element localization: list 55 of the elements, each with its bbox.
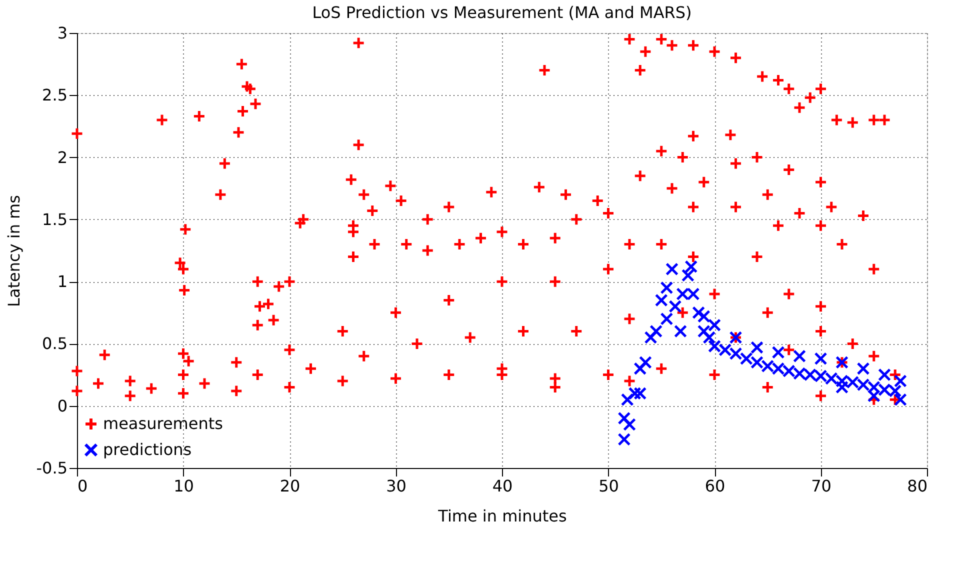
- legend-label: measurements: [103, 414, 223, 433]
- point: [697, 310, 710, 323]
- point: [836, 380, 848, 394]
- point: [702, 331, 716, 344]
- y-tick-label: 1.5: [42, 210, 68, 229]
- point: [856, 362, 870, 376]
- chart-title: LoS Prediction vs Measurement (MA and MARS): [312, 3, 692, 22]
- x-tick-label: 20: [280, 476, 300, 496]
- x-tick-label: 80: [907, 476, 928, 496]
- point: [668, 300, 682, 313]
- point: [660, 312, 674, 326]
- x-tick-label: 0: [78, 476, 88, 496]
- point: [708, 318, 721, 332]
- point: [692, 306, 706, 320]
- x-tick-label: 60: [704, 476, 726, 496]
- point: [634, 362, 647, 376]
- point: [674, 324, 687, 338]
- point: [878, 368, 891, 382]
- point: [634, 386, 647, 400]
- y-tick-label: 1: [57, 272, 68, 292]
- legend-label: predictions: [103, 440, 192, 459]
- x-tick-label: 70: [811, 476, 832, 496]
- x-tick-label: 50: [598, 476, 619, 496]
- point: [681, 268, 694, 282]
- point: [684, 260, 698, 274]
- y-tick-label: 3: [57, 24, 68, 42]
- point: [793, 350, 806, 363]
- point: [894, 374, 907, 388]
- y-tick-label: 0: [57, 396, 68, 416]
- point: [628, 386, 642, 400]
- x-tick-label: 40: [492, 476, 513, 496]
- point: [666, 262, 678, 276]
- point: [814, 352, 828, 366]
- point: [650, 324, 663, 338]
- point: [644, 331, 658, 344]
- y-tick-label: 2.5: [42, 86, 68, 105]
- point: [618, 412, 631, 425]
- x-axis-title: Time in minutes: [437, 506, 567, 526]
- y-tick-label: -0.5: [36, 458, 68, 478]
- x-tick-label: 30: [386, 476, 406, 496]
- point: [660, 281, 674, 294]
- y-tick-label: 0.5: [42, 334, 68, 354]
- point: [894, 393, 907, 406]
- point: [867, 389, 880, 402]
- point: [772, 346, 785, 359]
- point: [620, 393, 634, 406]
- point: [623, 418, 636, 431]
- point: [618, 432, 631, 446]
- point: [638, 356, 652, 369]
- y-axis-title: Latency in ms: [4, 195, 24, 307]
- x-tick-label: 10: [174, 476, 194, 496]
- point: [750, 340, 764, 354]
- point: [697, 324, 710, 338]
- y-tick-label: 2: [57, 148, 68, 167]
- point: [654, 294, 668, 307]
